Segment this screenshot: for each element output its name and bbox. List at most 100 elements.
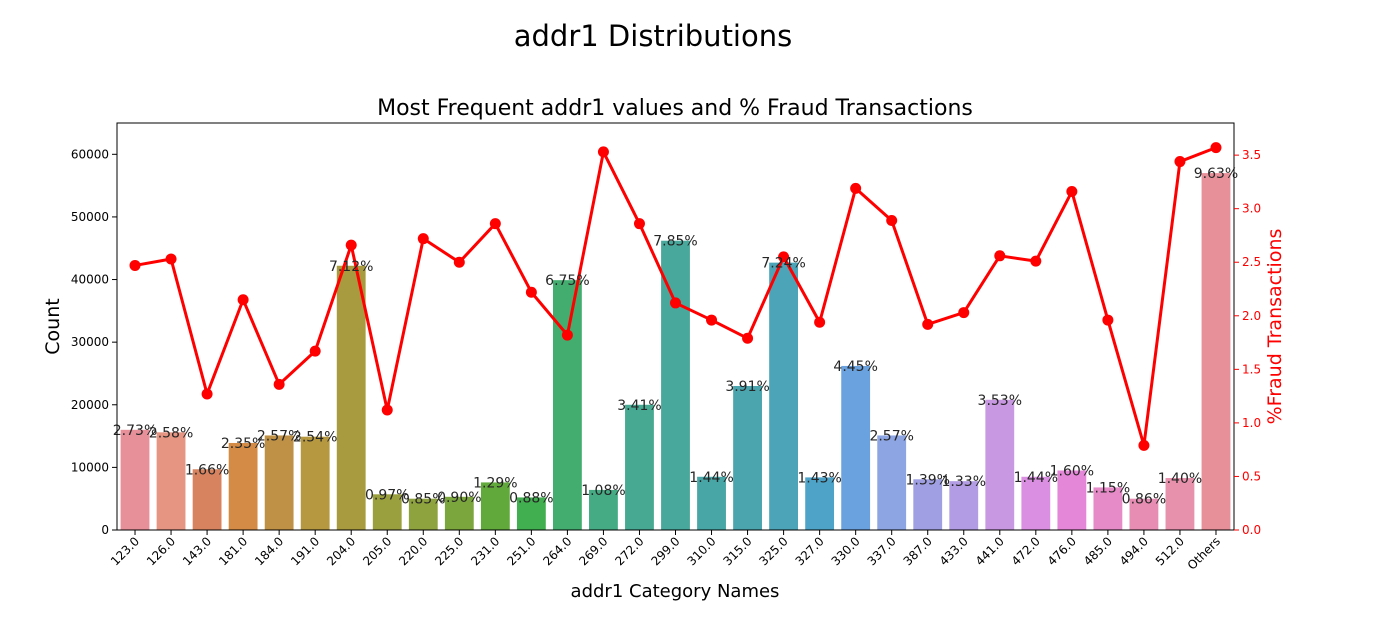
data-label: 1.39%	[905, 472, 949, 488]
fraud-rate-point	[994, 250, 1006, 262]
fraud-rate-point	[850, 182, 862, 194]
x-tick-label: 269.0	[576, 534, 610, 568]
x-tick-label: 299.0	[648, 534, 682, 568]
bar	[913, 479, 943, 530]
fraud-rate-point	[201, 388, 213, 400]
data-label: 2.57%	[869, 428, 913, 444]
bar	[372, 494, 402, 530]
x-tick-label: 184.0	[252, 534, 286, 568]
x-axis-label: addr1 Category Names	[571, 581, 780, 602]
fraud-rate-point	[129, 259, 141, 271]
right-y-tick-label: 3.5	[1242, 148, 1261, 162]
data-label: 2.57%	[257, 428, 301, 444]
bar	[877, 435, 907, 530]
x-tick-label: 205.0	[360, 534, 394, 568]
data-label: 3.91%	[725, 379, 769, 395]
data-label: 1.33%	[942, 474, 986, 490]
x-tick-label: 204.0	[324, 534, 358, 568]
fraud-rate-point	[1138, 439, 1150, 451]
fraud-rate-point	[561, 329, 573, 341]
fraud-rate-point	[489, 218, 501, 230]
fraud-rate-point	[1030, 255, 1042, 267]
data-label: 2.54%	[293, 430, 337, 446]
bar-series	[120, 173, 1231, 531]
fraud-rate-point	[742, 332, 754, 344]
bar	[264, 435, 294, 530]
y-tick-label: 40000	[71, 273, 109, 287]
bar	[1165, 478, 1195, 530]
right-y-axis-label: %Fraud Transactions	[1264, 229, 1286, 425]
bar	[300, 436, 330, 530]
y-tick-label: 20000	[71, 398, 109, 412]
bar	[769, 262, 799, 530]
data-label: 0.85%	[401, 492, 445, 508]
fraud-rate-point	[886, 214, 898, 226]
fraud-rate-point	[778, 251, 790, 263]
fraud-rate-point	[417, 233, 429, 245]
data-label: 3.53%	[978, 393, 1022, 409]
x-tick-label: 126.0	[144, 534, 178, 568]
data-label: 1.43%	[797, 470, 841, 486]
data-label: 6.75%	[545, 273, 589, 289]
data-label: 1.40%	[1158, 471, 1202, 487]
x-tick-label: 225.0	[432, 534, 466, 568]
fraud-rate-point	[381, 404, 393, 416]
bar	[949, 481, 979, 530]
chart-title: Most Frequent addr1 values and % Fraud T…	[377, 96, 973, 121]
bar	[228, 442, 258, 530]
y-tick-label: 50000	[71, 210, 109, 224]
data-label: 2.58%	[149, 425, 193, 441]
fraud-rate-point	[670, 297, 681, 309]
x-tick-label: 310.0	[684, 534, 718, 568]
x-tick-label: 251.0	[504, 534, 538, 568]
bar	[985, 399, 1015, 530]
bar	[1021, 476, 1051, 530]
y-tick-label: 60000	[71, 147, 109, 161]
data-label: 0.97%	[365, 487, 409, 503]
bar	[625, 404, 654, 530]
right-y-tick-label: 3.0	[1242, 202, 1261, 216]
data-label: 7.12%	[329, 259, 373, 275]
figure-suptitle: addr1 Distributions	[514, 19, 792, 53]
bar	[192, 469, 222, 530]
data-label: 0.90%	[437, 490, 481, 506]
fraud-rate-point	[237, 294, 249, 306]
fraud-rate-point	[165, 253, 177, 265]
fraud-rate-point	[1102, 314, 1114, 326]
x-tick-label: 143.0	[180, 534, 214, 568]
x-tick-label: Others	[1185, 534, 1223, 572]
x-tick-label: 181.0	[216, 534, 250, 568]
x-tick-label: 494.0	[1117, 534, 1151, 568]
bar	[156, 432, 186, 530]
bar-data-labels: 2.73%2.58%1.66%2.35%2.57%2.54%7.12%0.97%…	[113, 166, 1238, 508]
data-label: 3.41%	[617, 398, 661, 414]
x-tick-label: 123.0	[108, 534, 142, 568]
data-label: 1.15%	[1086, 480, 1130, 496]
bar	[444, 496, 474, 530]
bar	[1093, 487, 1123, 530]
x-tick-label: 433.0	[937, 534, 971, 568]
fraud-rate-point	[706, 314, 718, 326]
data-label: 0.88%	[509, 490, 553, 506]
x-tick-label: 231.0	[468, 534, 502, 568]
fraud-rate-point	[1210, 142, 1222, 154]
right-y-tick-label: 2.0	[1242, 309, 1261, 323]
bar	[1129, 498, 1159, 530]
x-tick-label: 441.0	[973, 534, 1007, 568]
fraud-rate-point	[922, 318, 934, 330]
bar	[589, 489, 618, 530]
data-label: 4.45%	[833, 359, 877, 375]
y-tick-label: 30000	[71, 335, 109, 349]
right-y-tick-label: 0.0	[1242, 523, 1261, 537]
bar	[733, 385, 762, 530]
fraud-rate-point	[453, 256, 465, 268]
fraud-rate-point	[597, 146, 609, 158]
bar	[805, 477, 835, 530]
right-y-tick-label: 1.5	[1242, 362, 1261, 376]
y-tick-label: 0	[101, 523, 109, 537]
x-tick-label: 337.0	[865, 534, 899, 568]
bar	[516, 497, 546, 530]
data-label: 1.08%	[581, 483, 625, 499]
data-label: 1.66%	[185, 462, 229, 478]
bar	[1057, 470, 1087, 530]
